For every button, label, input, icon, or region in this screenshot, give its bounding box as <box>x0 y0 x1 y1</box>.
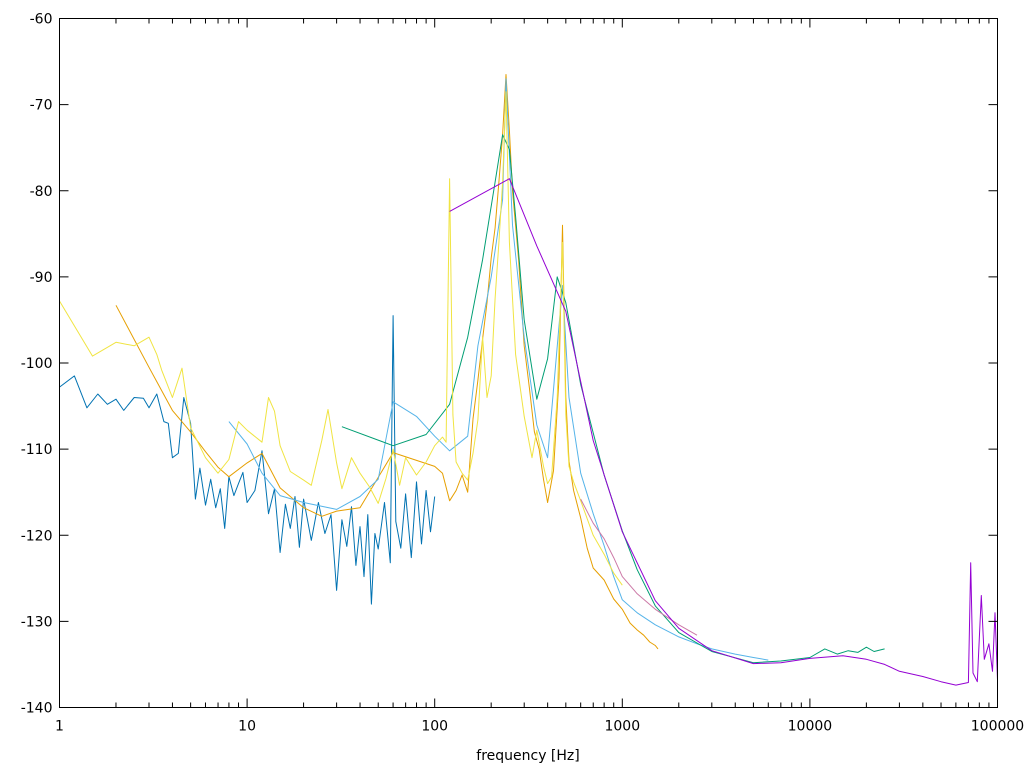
x-tick-label: 100000 <box>971 719 1024 735</box>
x-tick-label: 1000 <box>604 719 640 735</box>
x-tick-label: 10000 <box>788 719 833 735</box>
y-tick-label: -90 <box>30 270 53 286</box>
series-line-4 <box>341 134 885 664</box>
series-line-3 <box>228 78 769 661</box>
y-tick-label: -60 <box>30 12 53 28</box>
x-axis-label: frequency [Hz] <box>476 748 579 764</box>
y-tick-label: -110 <box>21 442 53 458</box>
x-tick-label: 10 <box>238 719 256 735</box>
y-tick-label: -100 <box>21 356 53 372</box>
series-line-5 <box>59 91 623 586</box>
y-tick-label: -140 <box>21 701 53 717</box>
axis-ticks-layer: 1 10 100 1000 10000 100000 -60 -70 -80 -90 -100 -11… <box>21 12 1024 735</box>
y-tick-label: -80 <box>30 184 53 200</box>
plot-frame <box>59 18 998 708</box>
y-tick-label: -120 <box>21 528 53 544</box>
x-tick-label: 100 <box>421 719 448 735</box>
y-tick-label: -70 <box>30 98 53 114</box>
x-tick-label: 1 <box>55 719 64 735</box>
plot-series-layer <box>59 74 998 686</box>
y-tick-label: -130 <box>21 614 53 630</box>
series-line-7 <box>449 178 998 686</box>
series-line-1 <box>59 315 436 605</box>
